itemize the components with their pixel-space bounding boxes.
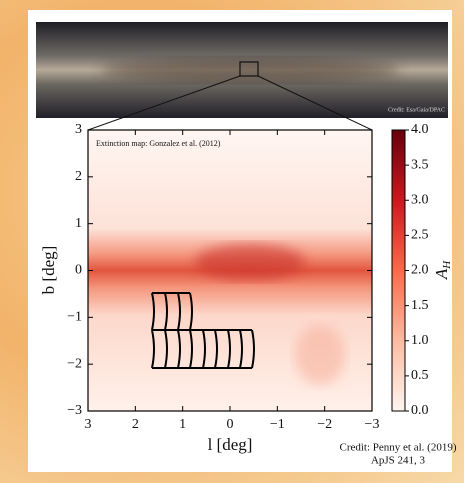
credit: ApJS 241, 3 — [371, 455, 426, 467]
colorbar-tick-label: 0.5 — [411, 368, 429, 383]
colorbar-tick-label: 2.5 — [411, 228, 429, 243]
y-tick-label: 2 — [75, 169, 82, 184]
extinction-patch — [295, 325, 345, 385]
x-tick-label: 1 — [179, 417, 186, 432]
colorbar-label-sub: H — [441, 260, 453, 270]
inset-credit: Credit: Esa/Gaia/DPAC — [388, 107, 445, 113]
credit: Credit: Penny et al. (2019) — [339, 442, 456, 454]
y-tick-label: −1 — [67, 310, 82, 325]
x-tick-label: −2 — [317, 417, 332, 432]
x-tick-label: −3 — [365, 417, 380, 432]
colorbar-tick-label: 3.0 — [411, 192, 429, 207]
colorbar-label-main: A — [432, 268, 451, 280]
x-axis-label: l [deg] — [208, 435, 253, 454]
x-tick-label: 0 — [227, 417, 234, 432]
colorbar-tick-label: 1.5 — [411, 298, 429, 313]
colorbar-tick-label: 0.0 — [411, 403, 429, 418]
y-tick-label: 3 — [75, 122, 82, 137]
page: {"chart_data": {"type": "heatmap", "inse… — [0, 0, 464, 483]
colorbar — [392, 130, 405, 411]
y-axis-label: b [deg] — [39, 246, 58, 295]
annotation: Extinction map: Gonzalez et al. (2012) — [96, 139, 221, 148]
colorbar-tick-label: 4.0 — [411, 122, 429, 137]
x-tick-label: 3 — [85, 417, 92, 432]
colorbar-tick-label: 2.0 — [411, 263, 429, 278]
y-tick-label: 1 — [75, 216, 82, 231]
colorbar-tick-label: 3.5 — [411, 157, 429, 172]
y-tick-label: 0 — [75, 263, 82, 278]
figure: Credit: Esa/Gaia/DPAC Extinction map: Go… — [0, 0, 464, 483]
extinction-patch — [195, 244, 305, 280]
x-tick-label: −1 — [270, 417, 285, 432]
x-tick-label: 2 — [132, 417, 139, 432]
y-tick-label: −3 — [67, 403, 82, 418]
y-tick-label: −2 — [67, 356, 82, 371]
colorbar-tick-label: 1.0 — [411, 333, 429, 348]
